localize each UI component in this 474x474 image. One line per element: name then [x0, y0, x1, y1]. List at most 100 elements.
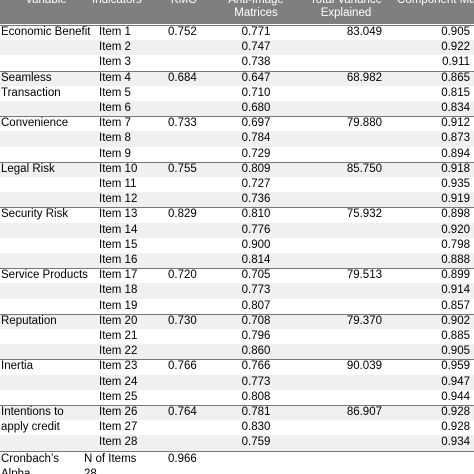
row-shade — [0, 40, 474, 56]
component: 0.918 — [441, 162, 470, 175]
variance: 75.932 — [346, 208, 382, 221]
indicator: Item 7 — [99, 117, 131, 130]
group-rule — [0, 25, 474, 26]
kmo: 0.829 — [168, 208, 197, 221]
indicator: Item 12 — [99, 193, 138, 206]
component: 0.934 — [441, 436, 470, 449]
indicator: Item 18 — [99, 284, 138, 297]
indicator: Item 3 — [99, 56, 131, 69]
anti-image: 0.727 — [241, 178, 271, 190]
variable: Inertia — [1, 360, 33, 373]
indicator: Item 19 — [99, 299, 138, 312]
variance: 79.370 — [346, 314, 382, 327]
component: 0.899 — [441, 269, 470, 282]
indicator: Item 10 — [99, 162, 138, 175]
indicator: Item 26 — [99, 406, 138, 418]
anti-image: 0.705 — [241, 269, 271, 282]
anti-image: 0.710 — [241, 86, 271, 99]
anti-image: 0.759 — [241, 436, 271, 449]
row-shade — [0, 222, 474, 238]
variance: 90.039 — [346, 360, 382, 373]
indicator: Item 2 — [99, 41, 131, 54]
component: 0.912 — [441, 117, 470, 130]
anti-image: 0.814 — [241, 254, 271, 266]
group-rule — [0, 359, 474, 361]
variance: 83.049 — [346, 26, 382, 38]
row-shade — [0, 435, 474, 451]
anti-image: 0.771 — [241, 26, 271, 38]
variable: Security Risk — [1, 208, 69, 221]
group-rule — [0, 313, 474, 315]
indicator: Item 4 — [99, 71, 131, 84]
indicator: Item 20 — [99, 314, 138, 327]
component: 0.947 — [441, 375, 470, 388]
anti-image: 0.708 — [241, 314, 271, 327]
component: 0.798 — [441, 238, 470, 251]
anti-image: 0.776 — [241, 223, 271, 236]
header-cell: Indicators — [92, 0, 142, 6]
group-rule — [0, 268, 474, 270]
anti-image: 0.860 — [241, 345, 271, 358]
indicator: Item 15 — [99, 238, 138, 251]
header-cell: Component Matrix — [397, 0, 474, 6]
component: 0.911 — [442, 56, 470, 69]
indicator: Item 14 — [99, 223, 138, 236]
component: 0.920 — [441, 223, 470, 236]
variance: 86.907 — [346, 406, 382, 418]
indicator: Item 21 — [99, 330, 138, 342]
anti-image: 0.810 — [241, 208, 271, 221]
component: 0.834 — [441, 102, 470, 114]
component: 0.914 — [441, 284, 470, 297]
group-rule — [0, 116, 474, 118]
indicator: Item 28 — [99, 436, 138, 449]
footer-rule — [0, 450, 474, 452]
component: 0.919 — [441, 193, 470, 206]
row-shade — [0, 405, 474, 421]
variable: Economic Benefit — [1, 26, 91, 38]
component: 0.935 — [441, 178, 470, 190]
variable: Reputation — [1, 314, 57, 327]
anti-image: 0.680 — [241, 102, 271, 114]
row-shade — [0, 313, 474, 329]
component: 0.922 — [441, 41, 470, 54]
anti-image: 0.796 — [241, 330, 271, 342]
component: 0.815 — [441, 86, 470, 99]
anti-image: 0.747 — [241, 41, 271, 54]
anti-image: 0.766 — [241, 360, 271, 373]
anti-image: 0.807 — [241, 299, 271, 312]
footer-items: N of Items 28 — [84, 452, 137, 474]
kmo: 0.684 — [168, 71, 197, 84]
anti-image: 0.781 — [241, 406, 271, 418]
anti-image: 0.830 — [241, 421, 271, 434]
indicator: Item 8 — [99, 132, 131, 145]
footer-value: 0.966 — [168, 452, 197, 465]
row-shade — [0, 131, 474, 147]
component: 0.894 — [441, 147, 470, 160]
row-shade — [0, 192, 474, 208]
header-cell: Variable — [25, 0, 67, 6]
anti-image: 0.697 — [241, 117, 271, 130]
row-shade — [0, 283, 474, 299]
anti-image: 0.738 — [241, 56, 271, 69]
variable: Convenience — [1, 117, 69, 130]
indicator: Item 1 — [99, 26, 131, 38]
indicator: Item 25 — [99, 390, 138, 403]
component: 0.898 — [441, 208, 470, 221]
anti-image: 0.809 — [241, 162, 271, 175]
indicator: Item 23 — [99, 360, 138, 373]
component: 0.865 — [441, 71, 470, 84]
group-rule — [0, 161, 474, 163]
header-cell: Anti-Image Matrices — [228, 0, 284, 19]
component: 0.873 — [441, 132, 470, 145]
anti-image: 0.900 — [241, 238, 271, 251]
kmo: 0.752 — [168, 26, 197, 38]
indicator: Item 22 — [99, 345, 138, 358]
kmo: 0.730 — [168, 314, 197, 327]
component: 0.928 — [441, 406, 470, 418]
component: 0.928 — [441, 421, 470, 434]
component: 0.944 — [441, 390, 470, 403]
variance: 79.513 — [346, 269, 382, 282]
component: 0.885 — [441, 330, 470, 342]
component: 0.888 — [441, 254, 470, 266]
